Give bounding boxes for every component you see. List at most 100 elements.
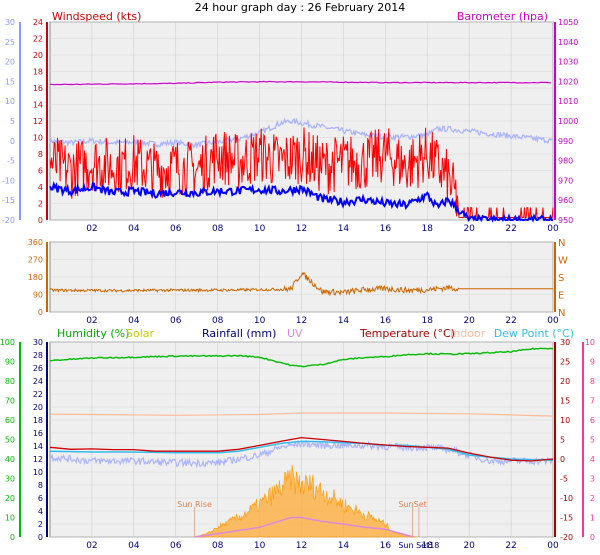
- dew-point-axis-tick-label: 4: [590, 455, 595, 464]
- humidity-axis-tick-label: 10: [5, 514, 15, 523]
- windspeed-axis-tick-label: 6: [38, 167, 43, 176]
- wind-panel-x-tick-label: 10: [254, 224, 266, 234]
- chart-title: 24 hour graph day : 26 February 2014: [195, 1, 406, 14]
- windspeed-axis-tick-label: 22: [33, 35, 43, 44]
- humidity-axis-tick-label: 0: [10, 533, 15, 542]
- temperature-axis-tick-label: 5: [560, 436, 565, 445]
- wind-direction-line: [49, 271, 553, 297]
- temp-left-axis-tick-label: 25: [5, 38, 15, 47]
- temperature-axis-tick-label: -20: [560, 533, 573, 542]
- rainfall-axis-tick-label: 20: [33, 403, 43, 412]
- direction-compass-label: S: [558, 273, 564, 284]
- humidity-label: Humidity (%): [57, 327, 129, 340]
- sun-set-time-label: Sun Set18: [398, 541, 439, 550]
- dew-point-axis-tick-label: 5: [590, 436, 595, 445]
- wind-panel-x-tick-label: 16: [380, 224, 392, 234]
- temperature-line: [49, 436, 554, 462]
- wind-panel-x-tick-label: 08: [212, 224, 224, 234]
- windspeed-axis-tick-label: 0: [38, 216, 43, 225]
- humidity-axis-tick-label: 70: [5, 397, 15, 406]
- temp-left-axis-tick-label: -5: [7, 157, 15, 166]
- windspeed-label: Windspeed (kts): [52, 10, 141, 23]
- wind-panel-x-tick-label: 00: [547, 224, 559, 234]
- windspeed-axis-tick-label: 24: [33, 18, 43, 27]
- chart-layer: 242220181614121086420302520151050-5-10-1…: [0, 18, 595, 551]
- temperature-axis-tick-label: 10: [560, 416, 570, 425]
- windspeed-axis-tick-label: 16: [33, 84, 43, 93]
- rainfall-axis-tick-label: 26: [33, 364, 43, 373]
- sun-marker-label: SunSet: [398, 500, 426, 509]
- rainfall-label: Rainfall (mm): [202, 327, 276, 340]
- wind-panel-x-tick-label: 14: [338, 224, 350, 234]
- windspeed-axis-tick-label: 14: [33, 101, 43, 110]
- rainfall-axis-tick-label: 10: [33, 468, 43, 477]
- humidity-panel-x-tick-label: 16: [380, 541, 392, 551]
- direction-panel-x-tick-label: 02: [86, 316, 97, 326]
- humidity-axis-tick-label: 20: [5, 494, 15, 503]
- rainfall-axis-tick-label: 6: [38, 494, 43, 503]
- dew-point-axis-tick-label: 1: [590, 514, 595, 523]
- temp-left-axis-tick-label: 15: [5, 77, 15, 86]
- temp-left-axis-tick-label: 20: [5, 58, 15, 67]
- barometer-axis-tick-label: 1010: [558, 97, 578, 106]
- temperature-axis-tick-label: -5: [560, 475, 568, 484]
- temp-left-axis-tick-label: 10: [5, 97, 15, 106]
- windspeed-axis-tick-label: 18: [33, 68, 43, 77]
- direction-panel-x-tick-label: 00: [547, 316, 559, 326]
- barometer-axis-tick-label: 1040: [558, 38, 578, 47]
- windspeed-axis-tick-label: 20: [33, 51, 43, 60]
- barometer-axis-tick-label: 1050: [558, 18, 578, 27]
- wind-panel-x-tick-label: 02: [86, 224, 97, 234]
- wind-panel-x-tick-label: 04: [128, 224, 140, 234]
- wind-panel-x-tick-label: 22: [505, 224, 516, 234]
- wind-panel-x-tick-label: 20: [463, 224, 475, 234]
- direction-panel-x-tick-label: 08: [212, 316, 224, 326]
- windspeed-axis-tick-label: 12: [33, 117, 43, 126]
- dew-point-label: Dew Point (°C): [494, 327, 574, 340]
- humidity-panel-x-tick-label: 00: [547, 541, 559, 551]
- dew-point-axis-tick-label: 10: [585, 338, 595, 347]
- rainfall-axis-tick-label: 28: [33, 351, 43, 360]
- uv-label: UV: [287, 327, 303, 340]
- barometer-axis-tick-label: 960: [558, 196, 573, 205]
- uv-line: [194, 516, 413, 538]
- direction-panel-x-tick-label: 04: [128, 316, 140, 326]
- wind-panel-x-tick-label: 12: [296, 224, 307, 234]
- humidity-axis-tick-label: 60: [5, 416, 15, 425]
- temperature-min-line: [49, 439, 553, 469]
- humidity-panel-x-tick-label: 20: [463, 541, 475, 551]
- indoor-temperature-line: [49, 412, 554, 417]
- solar-area: [194, 464, 417, 538]
- windspeed-axis-tick-label: 10: [33, 134, 43, 143]
- temperature-axis-tick-label: -10: [560, 494, 573, 503]
- sun-marker-label: Sun Rise: [177, 500, 212, 509]
- windspeed-axis-tick-label: 8: [38, 150, 43, 159]
- dew-point-axis-tick-label: 3: [590, 475, 595, 484]
- humidity-axis-tick-label: 30: [5, 475, 15, 484]
- direction-compass-label: W: [558, 256, 568, 267]
- humidity-axis-tick-label: 80: [5, 377, 15, 386]
- humidity-panel-x-tick-label: 22: [505, 541, 516, 551]
- barometer-axis-tick-label: 1030: [558, 58, 578, 67]
- direction-axis-tick-label: 180: [28, 273, 43, 282]
- humidity-panel-x-tick-label: 06: [170, 541, 182, 551]
- temperature-axis-tick-label: 20: [560, 377, 570, 386]
- temperature-axis-tick-label: 30: [560, 338, 570, 347]
- dew-point-axis-tick-label: 8: [590, 377, 595, 386]
- direction-axis-tick-label: 270: [28, 256, 43, 265]
- solar-label: Solar: [126, 327, 155, 340]
- direction-panel-x-tick-label: 06: [170, 316, 182, 326]
- temperature-axis-tick-label: -15: [560, 514, 573, 523]
- humidity-axis-tick-label: 40: [5, 455, 15, 464]
- humidity-line: [50, 347, 554, 368]
- windspeed-avg-line: [49, 180, 553, 223]
- rainfall-axis-tick-label: 24: [33, 377, 43, 386]
- rainfall-axis-tick-label: 12: [33, 455, 43, 464]
- temperature-label: Temperature (°C): [359, 327, 455, 340]
- humidity-panel-x-tick-label: 04: [128, 541, 140, 551]
- rainfall-axis-tick-label: 0: [38, 533, 43, 542]
- direction-panel-x-tick-label: 16: [380, 316, 392, 326]
- rainfall-axis-tick-label: 4: [38, 507, 43, 516]
- direction-panel-x-tick-label: 10: [254, 316, 266, 326]
